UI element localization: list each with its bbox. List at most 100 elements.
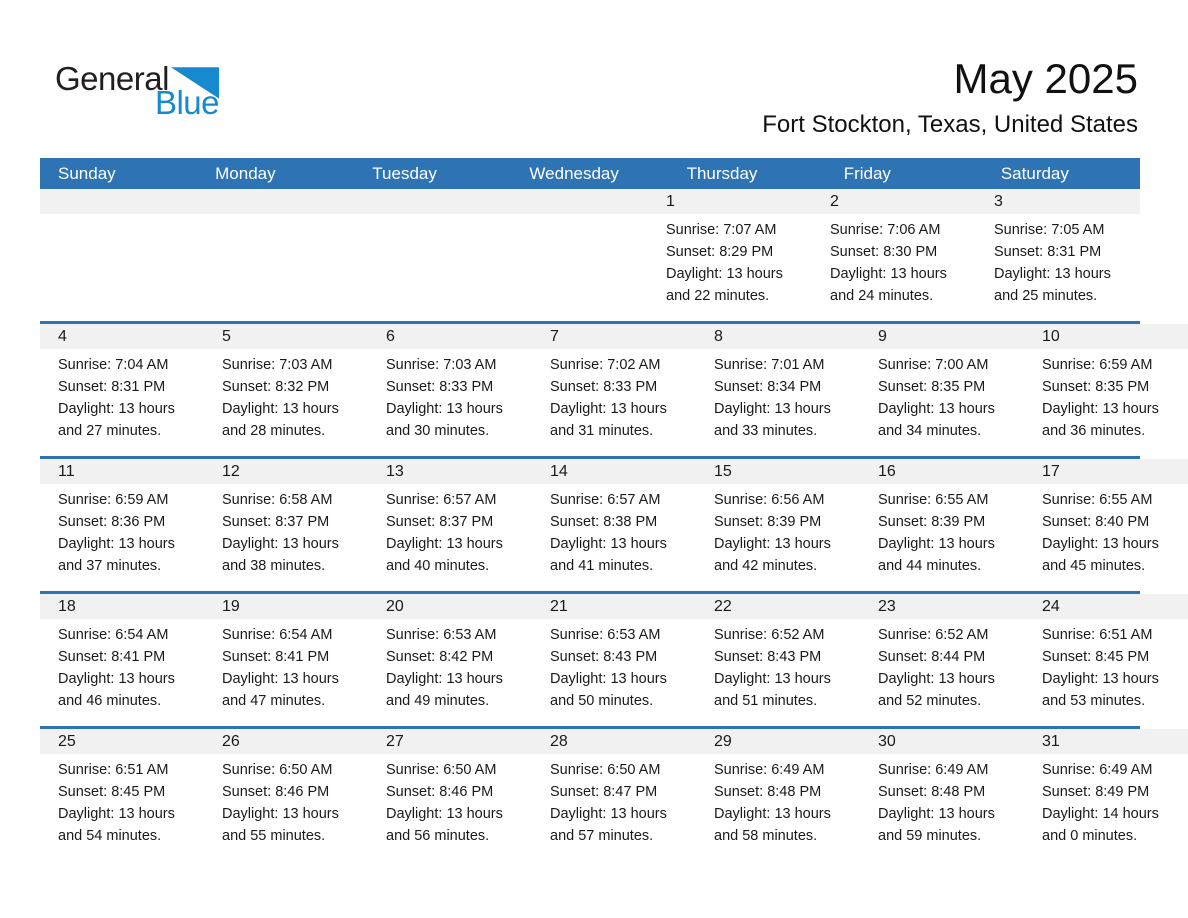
sunrise-text: Sunrise: 6:52 AM	[878, 627, 989, 643]
day-details: Sunrise: 6:55 AM Sunset: 8:39 PM Daylight:…	[860, 484, 1024, 577]
day-details: Sunrise: 6:53 AM Sunset: 8:43 PM Daylight:…	[532, 619, 696, 712]
day-cell: 29 Sunrise: 6:49 AM Sunset: 8:48 PM Dayligh…	[696, 729, 860, 861]
sunrise-text: Sunrise: 6:51 AM	[1042, 627, 1153, 643]
daylight-text: Daylight: 13 hours and 45 minutes.	[1042, 536, 1159, 574]
sunset-text: Sunset: 8:33 PM	[550, 379, 658, 395]
day-details: Sunrise: 6:49 AM Sunset: 8:48 PM Daylight:…	[860, 754, 1024, 847]
location-subtitle: Fort Stockton, Texas, United States	[762, 111, 1138, 138]
day-details: Sunrise: 6:57 AM Sunset: 8:38 PM Daylight:…	[532, 484, 696, 577]
sunrise-text: Sunrise: 7:03 AM	[386, 357, 497, 373]
sunrise-text: Sunrise: 7:03 AM	[222, 357, 333, 373]
daylight-text: Daylight: 13 hours and 51 minutes.	[714, 671, 831, 709]
daylight-text: Daylight: 13 hours and 50 minutes.	[550, 671, 667, 709]
day-number: 9	[860, 324, 1024, 349]
weekday-header-row: Sunday Monday Tuesday Wednesday Thursday Frid…	[40, 158, 1140, 189]
sunset-text: Sunset: 8:36 PM	[58, 514, 166, 530]
day-number	[40, 189, 192, 214]
daylight-text: Daylight: 13 hours and 34 minutes.	[878, 401, 995, 439]
day-number: 2	[812, 189, 976, 214]
daylight-text: Daylight: 13 hours and 38 minutes.	[222, 536, 339, 574]
sunset-text: Sunset: 8:48 PM	[714, 784, 822, 800]
sunrise-text: Sunrise: 7:07 AM	[666, 222, 777, 238]
day-number: 12	[204, 459, 368, 484]
daylight-text: Daylight: 13 hours and 31 minutes.	[550, 401, 667, 439]
day-number: 21	[532, 594, 696, 619]
empty-day-cell	[496, 189, 648, 321]
day-details: Sunrise: 7:00 AM Sunset: 8:35 PM Daylight:…	[860, 349, 1024, 442]
day-details: Sunrise: 6:49 AM Sunset: 8:48 PM Daylight:…	[696, 754, 860, 847]
week-row: 1 Sunrise: 7:07 AM Sunset: 8:29 PM Daylight…	[40, 189, 1140, 321]
daylight-text: Daylight: 13 hours and 56 minutes.	[386, 806, 503, 844]
sunset-text: Sunset: 8:39 PM	[878, 514, 986, 530]
day-details: Sunrise: 6:54 AM Sunset: 8:41 PM Daylight:…	[204, 619, 368, 712]
weekday-label-saturday: Saturday	[1000, 163, 1069, 183]
sunset-text: Sunset: 8:49 PM	[1042, 784, 1150, 800]
day-cell: 4 Sunrise: 7:04 AM Sunset: 8:31 PM Daylight…	[40, 324, 204, 456]
sunrise-text: Sunrise: 7:06 AM	[830, 222, 941, 238]
day-cell: 2 Sunrise: 7:06 AM Sunset: 8:30 PM Daylight…	[812, 189, 976, 321]
day-cell: 25 Sunrise: 6:51 AM Sunset: 8:45 PM Dayligh…	[40, 729, 204, 861]
week-row: 4 Sunrise: 7:04 AM Sunset: 8:31 PM Daylight…	[40, 321, 1188, 456]
day-number	[192, 189, 344, 214]
sunset-text: Sunset: 8:41 PM	[58, 649, 166, 665]
daylight-text: Daylight: 13 hours and 40 minutes.	[386, 536, 503, 574]
sunset-text: Sunset: 8:37 PM	[222, 514, 330, 530]
day-number: 29	[696, 729, 860, 754]
weekday-label-wednesday: Wednesday	[529, 163, 619, 183]
daylight-text: Daylight: 13 hours and 37 minutes.	[58, 536, 175, 574]
day-number	[496, 189, 648, 214]
week-row: 11 Sunrise: 6:59 AM Sunset: 8:36 PM Dayligh…	[40, 456, 1188, 591]
day-cell: 3 Sunrise: 7:05 AM Sunset: 8:31 PM Daylight…	[976, 189, 1140, 321]
day-details: Sunrise: 6:59 AM Sunset: 8:35 PM Daylight:…	[1024, 349, 1188, 442]
day-cell: 14 Sunrise: 6:57 AM Sunset: 8:38 PM Dayligh…	[532, 459, 696, 591]
day-details: Sunrise: 6:49 AM Sunset: 8:49 PM Daylight:…	[1024, 754, 1188, 847]
sunset-text: Sunset: 8:48 PM	[878, 784, 986, 800]
sunset-text: Sunset: 8:32 PM	[222, 379, 330, 395]
day-number: 11	[40, 459, 204, 484]
day-details: Sunrise: 7:07 AM Sunset: 8:29 PM Daylight:…	[648, 214, 812, 307]
day-details: Sunrise: 7:06 AM Sunset: 8:30 PM Daylight:…	[812, 214, 976, 307]
daylight-text: Daylight: 13 hours and 22 minutes.	[666, 266, 783, 304]
day-details: Sunrise: 6:50 AM Sunset: 8:46 PM Daylight:…	[368, 754, 532, 847]
day-number: 25	[40, 729, 204, 754]
day-cell: 12 Sunrise: 6:58 AM Sunset: 8:37 PM Dayligh…	[204, 459, 368, 591]
sunset-text: Sunset: 8:43 PM	[550, 649, 658, 665]
day-cell: 24 Sunrise: 6:51 AM Sunset: 8:45 PM Dayligh…	[1024, 594, 1188, 726]
day-details: Sunrise: 6:58 AM Sunset: 8:37 PM Daylight:…	[204, 484, 368, 577]
day-details: Sunrise: 7:02 AM Sunset: 8:33 PM Daylight:…	[532, 349, 696, 442]
sunset-text: Sunset: 8:29 PM	[666, 244, 774, 260]
day-details: Sunrise: 6:51 AM Sunset: 8:45 PM Daylight:…	[40, 754, 204, 847]
daylight-text: Daylight: 13 hours and 33 minutes.	[714, 401, 831, 439]
sunrise-text: Sunrise: 6:57 AM	[550, 492, 661, 508]
daylight-text: Daylight: 13 hours and 36 minutes.	[1042, 401, 1159, 439]
sunrise-text: Sunrise: 6:49 AM	[878, 762, 989, 778]
day-number: 24	[1024, 594, 1188, 619]
day-cell: 10 Sunrise: 6:59 AM Sunset: 8:35 PM Dayligh…	[1024, 324, 1188, 456]
sunset-text: Sunset: 8:46 PM	[222, 784, 330, 800]
sunset-text: Sunset: 8:34 PM	[714, 379, 822, 395]
day-number: 6	[368, 324, 532, 349]
day-cell: 19 Sunrise: 6:54 AM Sunset: 8:41 PM Dayligh…	[204, 594, 368, 726]
day-number: 30	[860, 729, 1024, 754]
empty-day-cell	[40, 189, 192, 321]
day-cell: 26 Sunrise: 6:50 AM Sunset: 8:46 PM Dayligh…	[204, 729, 368, 861]
day-number	[344, 189, 496, 214]
daylight-text: Daylight: 13 hours and 58 minutes.	[714, 806, 831, 844]
day-number: 14	[532, 459, 696, 484]
sunrise-text: Sunrise: 7:05 AM	[994, 222, 1105, 238]
sunrise-text: Sunrise: 6:54 AM	[58, 627, 169, 643]
sunset-text: Sunset: 8:33 PM	[386, 379, 494, 395]
day-details: Sunrise: 6:52 AM Sunset: 8:44 PM Daylight:…	[860, 619, 1024, 712]
weekday-label-monday: Monday	[215, 163, 276, 183]
day-details: Sunrise: 6:54 AM Sunset: 8:41 PM Daylight:…	[40, 619, 204, 712]
day-cell: 31 Sunrise: 6:49 AM Sunset: 8:49 PM Dayligh…	[1024, 729, 1188, 861]
day-number: 4	[40, 324, 204, 349]
sunrise-text: Sunrise: 6:56 AM	[714, 492, 825, 508]
daylight-text: Daylight: 13 hours and 49 minutes.	[386, 671, 503, 709]
sunrise-text: Sunrise: 6:53 AM	[550, 627, 661, 643]
day-number: 16	[860, 459, 1024, 484]
sunrise-text: Sunrise: 6:49 AM	[1042, 762, 1153, 778]
sunset-text: Sunset: 8:45 PM	[58, 784, 166, 800]
day-number: 15	[696, 459, 860, 484]
day-cell: 9 Sunrise: 7:00 AM Sunset: 8:35 PM Daylight…	[860, 324, 1024, 456]
